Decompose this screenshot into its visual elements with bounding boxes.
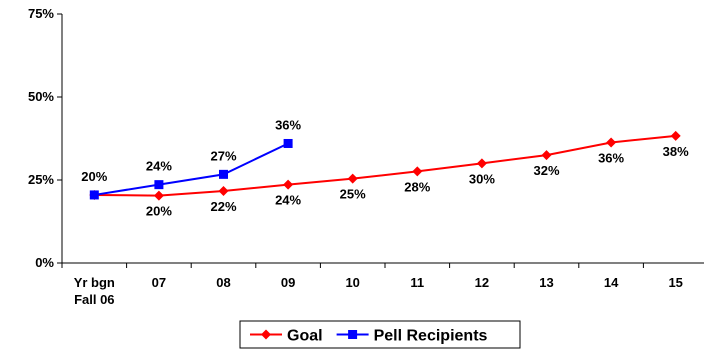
x-tick-label: 09: [281, 275, 295, 290]
x-tick-label: 14: [604, 275, 619, 290]
goal-data-label: 38%: [663, 144, 689, 159]
goal-data-label: 25%: [340, 187, 366, 202]
x-tick-label: 10: [345, 275, 359, 290]
y-tick-label: 0%: [35, 255, 54, 270]
x-tick-label: 08: [216, 275, 230, 290]
goal-point: [606, 137, 617, 148]
x-tick-label: 11: [410, 275, 424, 290]
legend-box: [239, 320, 521, 349]
x-tick-label: 07: [152, 275, 166, 290]
goal-legend-label: Goal: [287, 328, 323, 345]
x-tick-label-line: 09: [281, 275, 295, 290]
x-tick-label: 12: [475, 275, 489, 290]
pell-recipients-legend-marker: [348, 330, 358, 339]
goal-point: [670, 130, 681, 141]
goal-legend-marker: [261, 329, 271, 340]
x-tick-label-line: 08: [216, 275, 230, 290]
goal-point: [283, 179, 294, 190]
x-tick-label-line: Yr bgn: [74, 275, 115, 290]
x-tick-label: 15: [668, 275, 682, 290]
x-tick-label-line: 12: [475, 275, 489, 290]
x-tick-label: Yr bgn Fall 06: [74, 275, 115, 307]
pell-recipients-point: [283, 138, 293, 148]
x-tick-label: 13: [539, 275, 553, 290]
goal-point: [541, 150, 552, 161]
legend: Goal Pell Recipients: [239, 320, 521, 349]
pell-recipients-point: [89, 190, 99, 200]
x-tick-label-line: 10: [345, 275, 359, 290]
goal-data-label: 22%: [210, 199, 236, 214]
goal-data-label: 28%: [404, 179, 430, 194]
goal-point: [153, 190, 164, 201]
goal-data-label: 36%: [598, 150, 624, 165]
goal-data-label: 20%: [146, 204, 172, 219]
data-labels: 20% 22% 24% 25% 28% 30% 32% 36% 38% 20% 24% 27% 36%: [81, 117, 689, 218]
pell-recipients-series-line: [94, 142, 289, 196]
pell-recipients-data-label: 20%: [81, 169, 107, 184]
pell-recipients-point: [219, 169, 228, 179]
x-tick-label-line: 14: [604, 275, 619, 290]
y-tick-label: 75%: [28, 6, 54, 21]
pell-recipients-point: [154, 180, 164, 190]
goal-point: [476, 158, 487, 169]
x-tick-label-line: 15: [668, 275, 682, 290]
x-tick-label-line: 07: [152, 275, 166, 290]
axes: 0% 25% 50% 75% Yr bgn Fall 06 07 08 09 10 11 12 13 14…: [28, 6, 704, 307]
goal-data-label: 24%: [275, 193, 301, 208]
pell-recipients-legend-label: Pell Recipients: [374, 328, 488, 345]
pell-recipients-data-label: 27%: [210, 148, 236, 163]
goal-series-line: [94, 134, 676, 197]
x-tick-label-line: 13: [539, 275, 553, 290]
goal-point: [347, 173, 358, 184]
y-tick-label: 50%: [28, 89, 54, 104]
goal-data-label: 32%: [533, 163, 559, 178]
goal-data-label: 30%: [469, 171, 495, 186]
y-tick-label: 25%: [28, 172, 54, 187]
x-tick-label-line: 11: [410, 275, 424, 290]
series-layer: [89, 130, 681, 201]
pell-recipients-data-label: 36%: [275, 117, 301, 132]
x-tick-label-line: Fall 06: [74, 292, 114, 307]
goal-point: [218, 185, 229, 196]
pell-recipients-data-label: 24%: [146, 159, 172, 174]
goal-point: [412, 166, 423, 177]
